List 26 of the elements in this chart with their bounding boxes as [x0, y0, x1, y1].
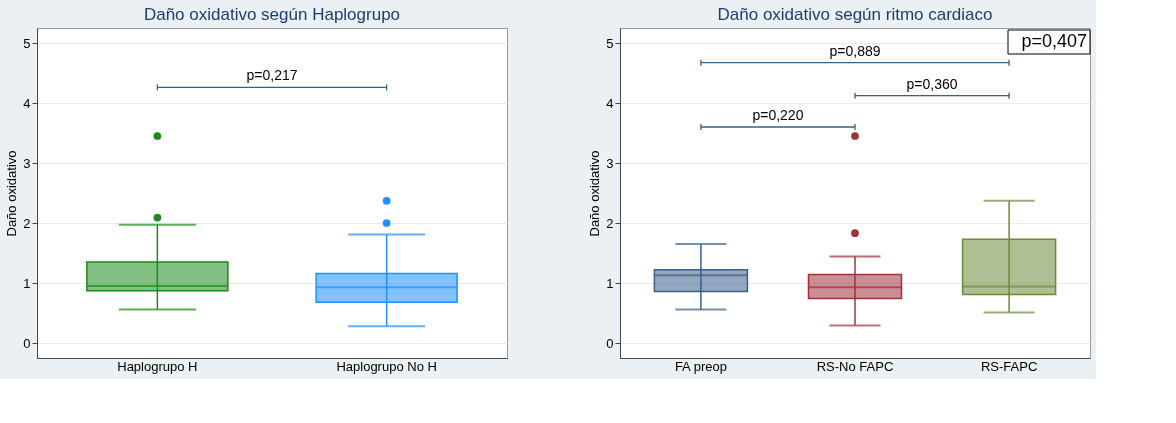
x-tick-label: RS-FAPC — [980, 358, 1038, 374]
y-tick-label: 5 — [23, 35, 31, 51]
y-tick-label: 3 — [606, 155, 614, 171]
x-tick-label: RS-No FAPC — [816, 358, 894, 374]
y-tick-label: 5 — [606, 35, 614, 51]
chart-title: Daño oxidativo según ritmo cardiaco — [717, 5, 993, 24]
annotation: p=0,220 — [752, 107, 804, 123]
y-tick-label: 3 — [23, 155, 31, 171]
x-tick-label: Haplogrupo No H — [336, 358, 437, 374]
y-tick-label: 1 — [606, 275, 614, 291]
annotation: p=0,217 — [246, 67, 298, 84]
annotation: p=0,360 — [906, 75, 958, 92]
y-axis-title: Daño oxidativo — [587, 150, 603, 237]
annotation: p=0,407 — [1021, 31, 1087, 51]
y-tick-label: 0 — [606, 335, 614, 351]
x-tick-label: FA preop — [674, 358, 727, 374]
y-tick-label: 2 — [23, 215, 31, 231]
x-tick-label: Haplogrupo H — [117, 358, 198, 374]
y-tick-label: 4 — [606, 95, 614, 111]
y-tick-label: 4 — [23, 95, 31, 111]
y-tick-label: 0 — [23, 335, 31, 351]
annotation: p=0,889 — [829, 42, 881, 59]
y-tick-label: 2 — [606, 215, 614, 231]
y-axis-title: Daño oxidativo — [4, 150, 20, 237]
y-tick-label: 1 — [23, 275, 31, 291]
chart-title: Daño oxidativo según Haplogrupo — [143, 5, 401, 24]
